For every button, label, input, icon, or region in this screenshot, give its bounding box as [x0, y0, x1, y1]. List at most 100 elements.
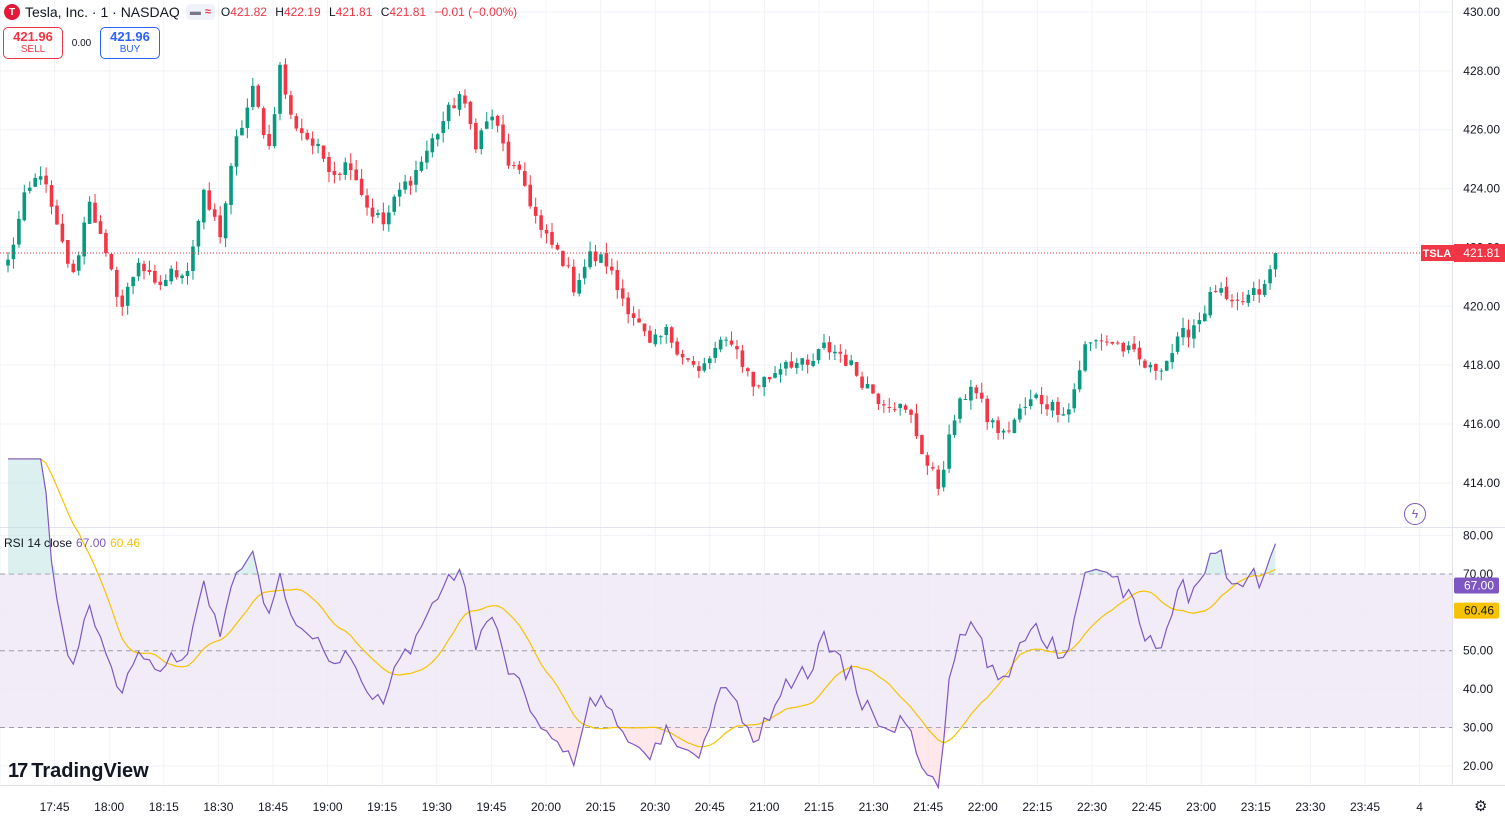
candle-body [789, 361, 794, 368]
price-tick-label: 428.00 [1463, 64, 1500, 78]
candle-body [474, 122, 478, 150]
candle-body [990, 420, 995, 423]
rsi-value-tag: 67.00 [1464, 579, 1494, 593]
candle-body [289, 95, 293, 115]
candle-body [1181, 328, 1185, 338]
candle-body [1115, 342, 1120, 344]
candle-body [299, 128, 304, 134]
buy-button[interactable]: 421.96 BUY [100, 27, 160, 59]
compare-icon[interactable]: ≈ [204, 6, 211, 18]
candle-body [147, 269, 152, 273]
candle-body [843, 354, 848, 366]
candle-body [544, 229, 549, 234]
candle-body [626, 297, 630, 315]
candle-body [6, 259, 10, 266]
time-tick-label: 20:30 [640, 800, 670, 814]
time-tick-label: 22:30 [1077, 800, 1107, 814]
candle-body [1099, 340, 1104, 342]
candle-body [256, 85, 261, 107]
time-tick-label: 18:30 [203, 800, 233, 814]
candle-body [528, 184, 533, 207]
candle-body [1159, 370, 1164, 372]
candle-body [468, 101, 473, 125]
time-tick-label: 20:15 [586, 800, 616, 814]
legend-toggle-pill[interactable]: ▬ ≈ [185, 4, 215, 20]
candle-body [871, 384, 875, 394]
candle-body [577, 280, 581, 294]
candle-body [87, 201, 92, 224]
candle-body [1143, 360, 1147, 368]
time-tick-label: 19:30 [422, 800, 452, 814]
candle-body [457, 94, 462, 110]
price-tick-label: 430.00 [1463, 5, 1500, 19]
candle-body [800, 358, 805, 365]
candle-body [941, 469, 946, 488]
symbol-badge [1421, 245, 1454, 262]
candle-body [22, 192, 27, 221]
time-tick-label: 19:45 [476, 800, 506, 814]
candle-body [479, 130, 484, 150]
candle-body [229, 165, 233, 205]
rsi-legend[interactable]: RSI 14 close 67.00 60.46 [4, 536, 140, 550]
bars-style-icon[interactable]: ▬ [189, 6, 201, 18]
candle-body [702, 363, 707, 371]
rsi-tick-label: 70.00 [1463, 567, 1493, 581]
candle-body [925, 455, 930, 466]
candle-body [746, 368, 750, 372]
candle-body [1012, 419, 1017, 434]
rsi-ma-line [8, 458, 1276, 748]
candle-body [38, 176, 43, 180]
time-tick-label: 21:00 [749, 800, 779, 814]
candle-body [180, 275, 184, 279]
candle-body [729, 340, 734, 345]
candle-body [212, 209, 217, 217]
last-price-label-bg [1454, 244, 1505, 263]
candle-body [920, 435, 924, 455]
candle-body [740, 350, 745, 367]
candle-body [1083, 344, 1087, 371]
candle-body [958, 398, 962, 419]
candle-body [1137, 347, 1142, 360]
time-tick-label: 18:15 [149, 800, 179, 814]
candle-body [1110, 341, 1115, 344]
candle-body [778, 369, 783, 375]
candle-body [1219, 288, 1223, 293]
low-label: L [328, 5, 336, 19]
high-label: H [275, 5, 284, 19]
gear-icon[interactable]: ⚙ [1474, 798, 1488, 815]
candle-body [1197, 320, 1202, 325]
lightning-icon[interactable]: ϟ [1404, 503, 1426, 525]
candle-body [376, 213, 380, 216]
candle-body [495, 115, 500, 126]
time-tick-label: 22:45 [1132, 800, 1162, 814]
candle-body [174, 270, 179, 278]
candle-body [822, 342, 826, 348]
candle-body [887, 406, 892, 408]
price-tick-label: 418.00 [1463, 358, 1500, 372]
last-price-label: 421.81 [1463, 246, 1500, 260]
candle-body [979, 392, 984, 399]
price-tick-label: 426.00 [1463, 123, 1500, 137]
sell-label: SELL [20, 44, 46, 55]
candle-body [267, 133, 271, 146]
candle-body [387, 212, 391, 225]
buy-label: BUY [119, 44, 141, 55]
candle-body [365, 195, 369, 208]
candle-body [517, 164, 522, 170]
rsi-tick-label: 20.00 [1463, 759, 1493, 773]
sell-button[interactable]: 421.96 SELL [3, 27, 63, 59]
candle-body [33, 177, 37, 187]
time-tick-label: 17:45 [40, 800, 70, 814]
candle-body [234, 136, 239, 167]
candle-body [561, 251, 565, 266]
candle-body [1230, 299, 1234, 302]
candle-body [1077, 370, 1082, 390]
candle-body [11, 244, 16, 260]
candle-body [533, 206, 538, 216]
tradingview-logo[interactable]: 17 TradingView [8, 760, 149, 783]
candle-body [1235, 299, 1240, 301]
candle-body [860, 376, 864, 388]
candle-body [49, 185, 54, 207]
symbol-title[interactable]: Tesla, Inc. · 1 · NASDAQ [25, 4, 180, 20]
